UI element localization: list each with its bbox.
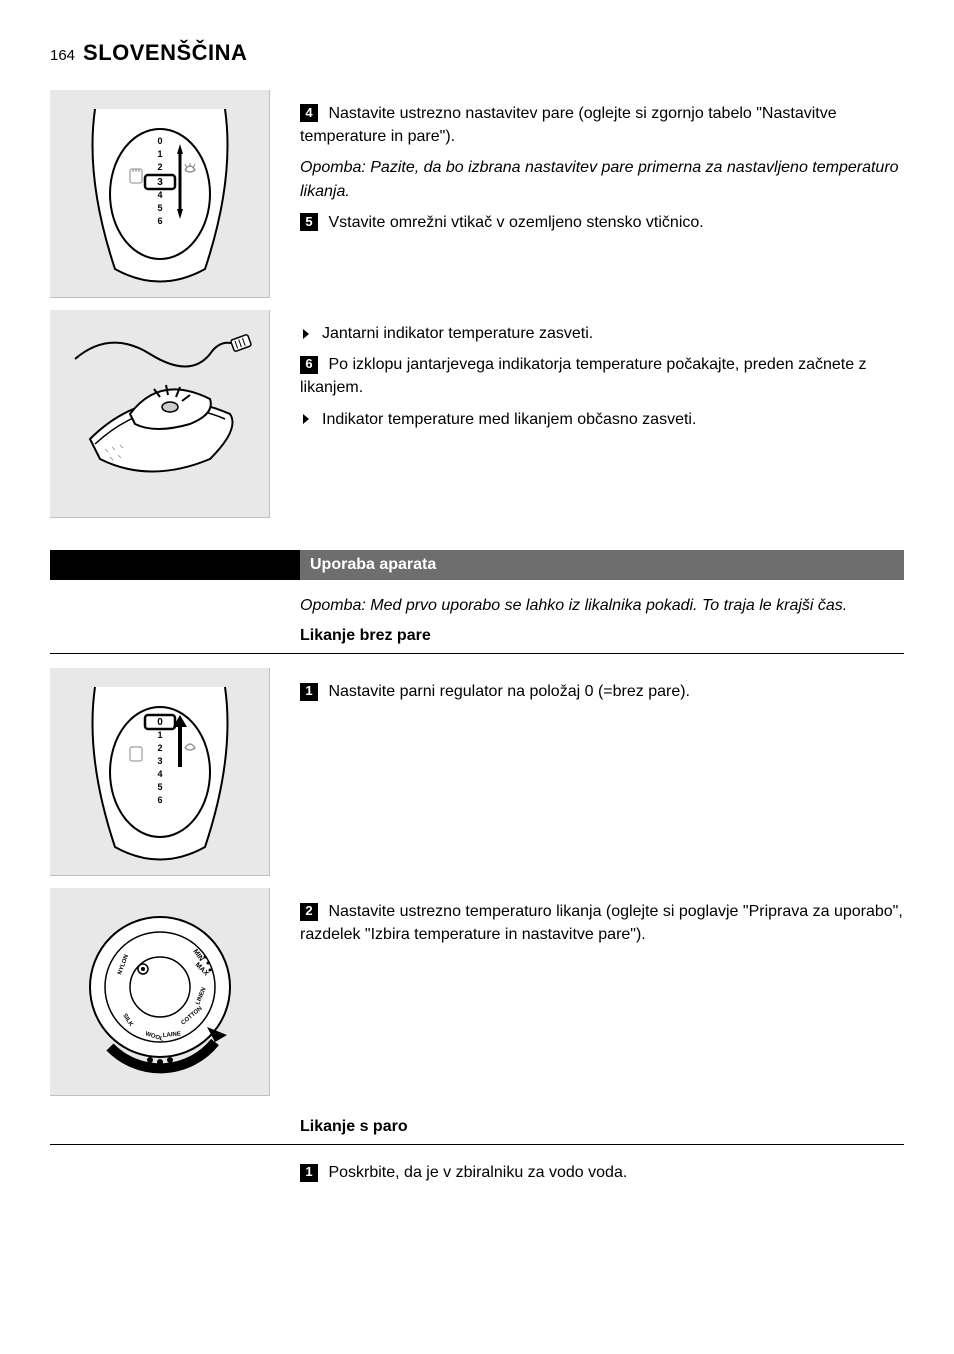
- svg-text:0: 0: [157, 717, 163, 728]
- s-paro-step-1: 1 Poskrbite, da je v zbiralniku za vodo …: [300, 1161, 904, 1184]
- right-column: 4 Nastavite ustrezno nastavitev pare (og…: [300, 90, 904, 310]
- right-column: 1 Nastavite parni regulator na položaj 0…: [300, 668, 904, 888]
- svg-text:1: 1: [157, 149, 162, 159]
- step-number-5: 5: [300, 213, 318, 231]
- bullet-icon: [302, 328, 310, 340]
- row-brez-pare-1: 0 1 2 3 4 5 6: [50, 668, 904, 888]
- left-column: 0 1 2 3 4 5 6: [50, 668, 270, 888]
- svg-text:4: 4: [157, 190, 162, 200]
- svg-text:6: 6: [157, 216, 162, 226]
- bullet-indicator-on: Jantarni indikator temperature zasveti.: [300, 322, 904, 345]
- step-5-text: Vstavite omrežni vtikač v ozemljeno sten…: [328, 214, 703, 231]
- note-temperature: Opomba: Pazite, da bo izbrana nastavitev…: [300, 156, 904, 202]
- svg-text:2: 2: [157, 162, 162, 172]
- steam-dial-0-svg: 0 1 2 3 4 5 6: [65, 677, 255, 867]
- bullet-text-1: Jantarni indikator temperature zasveti.: [322, 325, 593, 342]
- bullet-icon: [302, 413, 310, 425]
- rule: [50, 1144, 904, 1145]
- step-number-1b: 1: [300, 1164, 318, 1182]
- step-number-6: 6: [300, 356, 318, 374]
- right-column: 2 Nastavite ustrezno temperaturo likanja…: [300, 888, 904, 1108]
- illustration-steam-dial-3: 0 1 2 3 4 5 6: [50, 90, 270, 298]
- brez-pare-step-2-text: Nastavite ustrezno temperaturo likanja (…: [300, 903, 903, 943]
- page-number: 164: [50, 47, 75, 64]
- temp-dial-svg: NYLON SILK WOOL LAINE COTTON LINEN MAX M…: [65, 897, 255, 1087]
- note-first-use: Opomba: Med prvo uporabo se lahko iz lik…: [300, 594, 904, 617]
- bullet-indicator-blink: Indikator temperature med likanjem občas…: [300, 408, 904, 431]
- svg-text:6: 6: [157, 795, 162, 805]
- svg-text:5: 5: [157, 782, 162, 792]
- bullet-text-2: Indikator temperature med likanjem občas…: [322, 411, 696, 428]
- subsection-title-s-paro: Likanje s paro: [300, 1118, 904, 1140]
- illustration-temp-dial: NYLON SILK WOOL LAINE COTTON LINEN MAX M…: [50, 888, 270, 1096]
- svg-text:4: 4: [157, 769, 162, 779]
- illustration-steam-dial-0: 0 1 2 3 4 5 6: [50, 668, 270, 876]
- step-number-4: 4: [300, 104, 318, 122]
- row-brez-pare-2: NYLON SILK WOOL LAINE COTTON LINEN MAX M…: [50, 888, 904, 1108]
- step-6-text: Po izklopu jantarjevega indikatorja temp…: [300, 356, 867, 396]
- step-6: 6 Po izklopu jantarjevega indikatorja te…: [300, 353, 904, 399]
- right-column: Jantarni indikator temperature zasveti. …: [300, 310, 904, 530]
- svg-text:1: 1: [157, 730, 162, 740]
- rule: [50, 653, 904, 654]
- steam-dial-3-svg: 0 1 2 3 4 5 6: [65, 99, 255, 289]
- step-number-1: 1: [300, 683, 318, 701]
- svg-text:3: 3: [157, 177, 163, 188]
- page-header: 164 SLOVENŠČINA: [50, 40, 904, 66]
- left-column: 0 1 2 3 4 5 6: [50, 90, 270, 310]
- section-bar-black: [50, 550, 300, 580]
- section-bar-uporaba: Uporaba aparata: [50, 550, 904, 580]
- step-5: 5 Vstavite omrežni vtikač v ozemljeno st…: [300, 211, 904, 234]
- svg-text:5: 5: [157, 203, 162, 213]
- svg-text:3: 3: [157, 756, 162, 766]
- left-column: [50, 310, 270, 530]
- step-4: 4 Nastavite ustrezno nastavitev pare (og…: [300, 102, 904, 148]
- step-number-2: 2: [300, 903, 318, 921]
- s-paro-step-1-text: Poskrbite, da je v zbiralniku za vodo vo…: [328, 1164, 627, 1181]
- subsection-title-brez-pare: Likanje brez pare: [300, 627, 904, 649]
- left-column: NYLON SILK WOOL LAINE COTTON LINEN MAX M…: [50, 888, 270, 1108]
- brez-pare-step-2: 2 Nastavite ustrezno temperaturo likanja…: [300, 900, 904, 946]
- page-title: SLOVENŠČINA: [83, 40, 247, 66]
- brez-pare-step-1-text: Nastavite parni regulator na položaj 0 (…: [328, 683, 690, 700]
- subsection-brez-pare: Likanje brez pare: [300, 627, 904, 649]
- row-step4-5: 0 1 2 3 4 5 6: [50, 90, 904, 310]
- subsection-s-paro: Likanje s paro: [300, 1118, 904, 1140]
- step-4-text: Nastavite ustrezno nastavitev pare (ogle…: [300, 105, 837, 145]
- brez-pare-step-1: 1 Nastavite parni regulator na položaj 0…: [300, 680, 904, 703]
- svg-text:0: 0: [157, 136, 162, 146]
- section-bar-title: Uporaba aparata: [300, 550, 904, 580]
- illustration-iron-indicator: [50, 310, 270, 518]
- iron-indicator-svg: [60, 319, 260, 509]
- row-step6: Jantarni indikator temperature zasveti. …: [50, 310, 904, 530]
- svg-text:2: 2: [157, 743, 162, 753]
- page: 164 SLOVENŠČINA 0 1 2 3 4 5 6: [0, 0, 954, 1244]
